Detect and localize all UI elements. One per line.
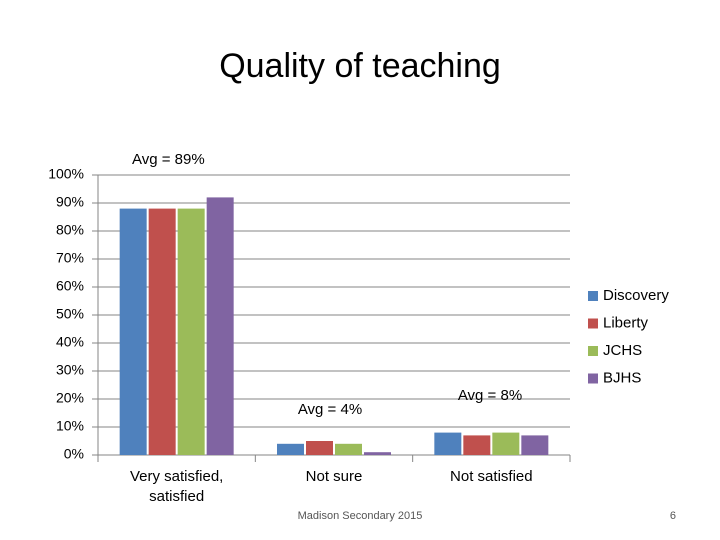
chart-title: Quality of teaching	[219, 47, 501, 85]
y-tick-label: 80%	[56, 222, 84, 238]
bar	[434, 432, 462, 455]
bar	[364, 452, 391, 455]
bar	[148, 208, 176, 455]
bar	[277, 443, 304, 455]
bar	[206, 197, 234, 455]
y-tick-label: 100%	[48, 166, 84, 182]
bar	[306, 441, 333, 455]
y-tick-label: 40%	[56, 334, 84, 350]
legend-swatch	[588, 346, 598, 356]
slide-number: 6	[670, 510, 676, 522]
y-tick-label: 20%	[56, 390, 84, 406]
bar	[492, 432, 520, 455]
annotation: Avg = 89%	[132, 151, 205, 168]
legend-label: Discovery	[603, 287, 669, 304]
legend-label: BJHS	[603, 369, 641, 386]
y-tick-label: 30%	[56, 362, 84, 378]
y-tick-label: 50%	[56, 306, 84, 322]
bar	[463, 435, 491, 455]
footer: Madison Secondary 2015	[298, 510, 423, 522]
bar	[521, 435, 549, 455]
bar	[335, 443, 362, 455]
legend-swatch	[588, 373, 598, 384]
bar	[119, 208, 147, 455]
legend-swatch	[588, 318, 598, 329]
y-tick-label: 90%	[56, 194, 84, 210]
y-tick-label: 70%	[56, 250, 84, 266]
x-tick-label: Very satisfied, satisfied	[129, 468, 224, 505]
legend-label: JCHS	[603, 342, 642, 359]
annotation: Avg = 8%	[458, 387, 522, 404]
legend-label: Liberty	[603, 314, 649, 331]
bar	[177, 208, 205, 455]
y-tick-label: 0%	[64, 446, 84, 462]
annotation: Avg = 4%	[298, 401, 362, 418]
legend-swatch	[588, 291, 598, 301]
y-tick-label: 10%	[56, 418, 84, 434]
y-tick-label: 60%	[56, 278, 84, 294]
x-tick-label: Not satisfied	[450, 468, 533, 485]
x-tick-label: Not sure	[305, 468, 363, 485]
